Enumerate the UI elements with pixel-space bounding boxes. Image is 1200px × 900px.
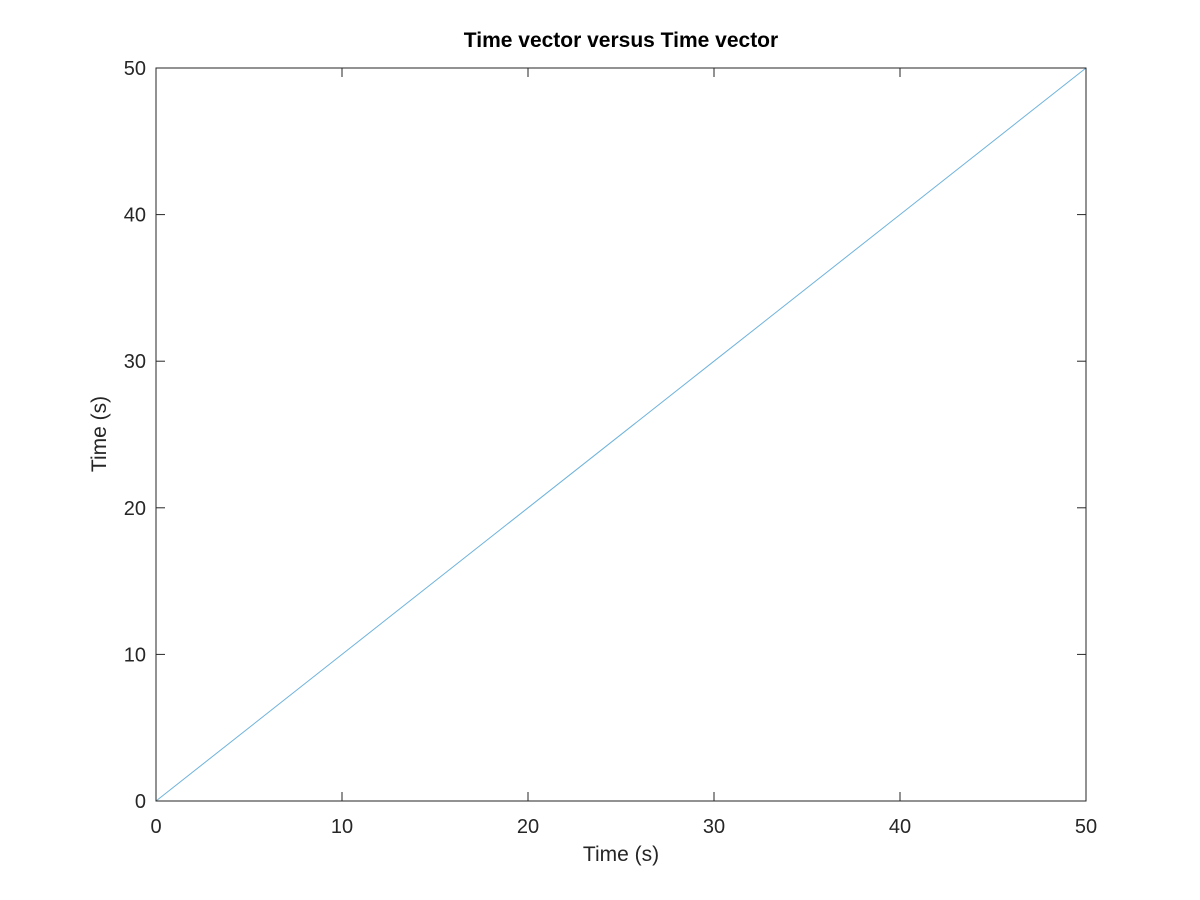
y-tick-label: 40 [124, 205, 146, 227]
y-axis-ticks: 0 10 20 30 40 50 [124, 58, 1086, 813]
y-tick-label: 10 [124, 644, 146, 666]
series-line [155, 67, 1087, 802]
y-axis-label: Time (s) [88, 396, 111, 472]
x-tick-label: 30 [703, 816, 725, 838]
x-axis-ticks: 0 10 20 30 40 50 [150, 68, 1097, 838]
x-tick-label: 50 [1075, 816, 1097, 838]
y-tick-label: 30 [124, 351, 146, 373]
x-tick-label: 10 [331, 816, 353, 838]
x-axis-label: Time (s) [583, 843, 659, 866]
x-tick-label: 20 [517, 816, 539, 838]
y-tick-label: 20 [124, 498, 146, 520]
series-layer [155, 67, 1087, 802]
x-tick-label: 40 [889, 816, 911, 838]
chart-title: Time vector versus Time vector [464, 29, 778, 52]
x-tick-label: 0 [150, 816, 161, 838]
axes-box [155, 67, 1087, 802]
y-tick-label: 50 [124, 58, 146, 80]
y-tick-label: 0 [135, 791, 146, 813]
